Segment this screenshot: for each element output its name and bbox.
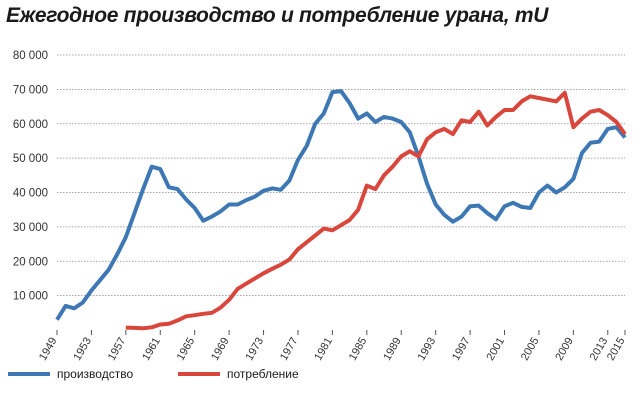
legend-label-production: производство	[57, 367, 134, 381]
x-tick-label: 2005	[519, 336, 542, 363]
series-line-consumption	[125, 90, 627, 331]
x-tick-label: 1981	[312, 336, 335, 363]
y-tick-label: 10 000	[13, 291, 48, 303]
x-tick-label: 1973	[244, 336, 267, 363]
x-tick-label: 1953	[71, 336, 94, 363]
x-tick-label: 1977	[278, 336, 301, 363]
x-tick-label: 2009	[553, 336, 576, 363]
legend-item-consumption: потребление	[178, 362, 299, 386]
series-line-production	[55, 89, 627, 321]
legend-label-consumption: потребление	[227, 367, 299, 381]
x-tick-label: 1961	[140, 336, 163, 363]
x-tick-label: 1993	[416, 336, 439, 363]
y-axis-ticks: 10 000 20 000 30 000 40 000 50 000 60 000 70 0…	[13, 50, 48, 303]
legend-swatch-production	[8, 372, 50, 376]
x-axis-ticks: 1949 1953 1957 1961 1965 1969 1973 1977 1981 1985…	[37, 330, 628, 363]
y-tick-label: 30 000	[13, 222, 48, 234]
x-tick-label: 2001	[484, 336, 507, 363]
x-tick-label: 1949	[37, 336, 60, 363]
x-tick-label: 1985	[347, 336, 370, 363]
legend-swatch-consumption	[178, 372, 220, 376]
y-tick-label: 80 000	[13, 50, 48, 62]
y-tick-label: 20 000	[13, 256, 48, 268]
y-tick-label: 40 000	[13, 188, 48, 200]
x-tick-label: 1997	[450, 336, 473, 363]
x-tick-label: 2015	[605, 336, 628, 363]
x-tick-label: 1957	[106, 336, 129, 363]
x-tick-label: 1969	[209, 336, 232, 363]
chart-title: Ежегодное производство и потребление ура…	[6, 4, 549, 27]
x-tick-label: 1965	[175, 336, 198, 363]
x-tick-label: 1989	[381, 336, 404, 363]
y-tick-label: 70 000	[13, 84, 48, 96]
series-lines	[55, 89, 627, 331]
y-tick-label: 50 000	[13, 153, 48, 165]
legend-item-production: производство	[8, 362, 133, 386]
y-tick-label: 60 000	[13, 119, 48, 131]
